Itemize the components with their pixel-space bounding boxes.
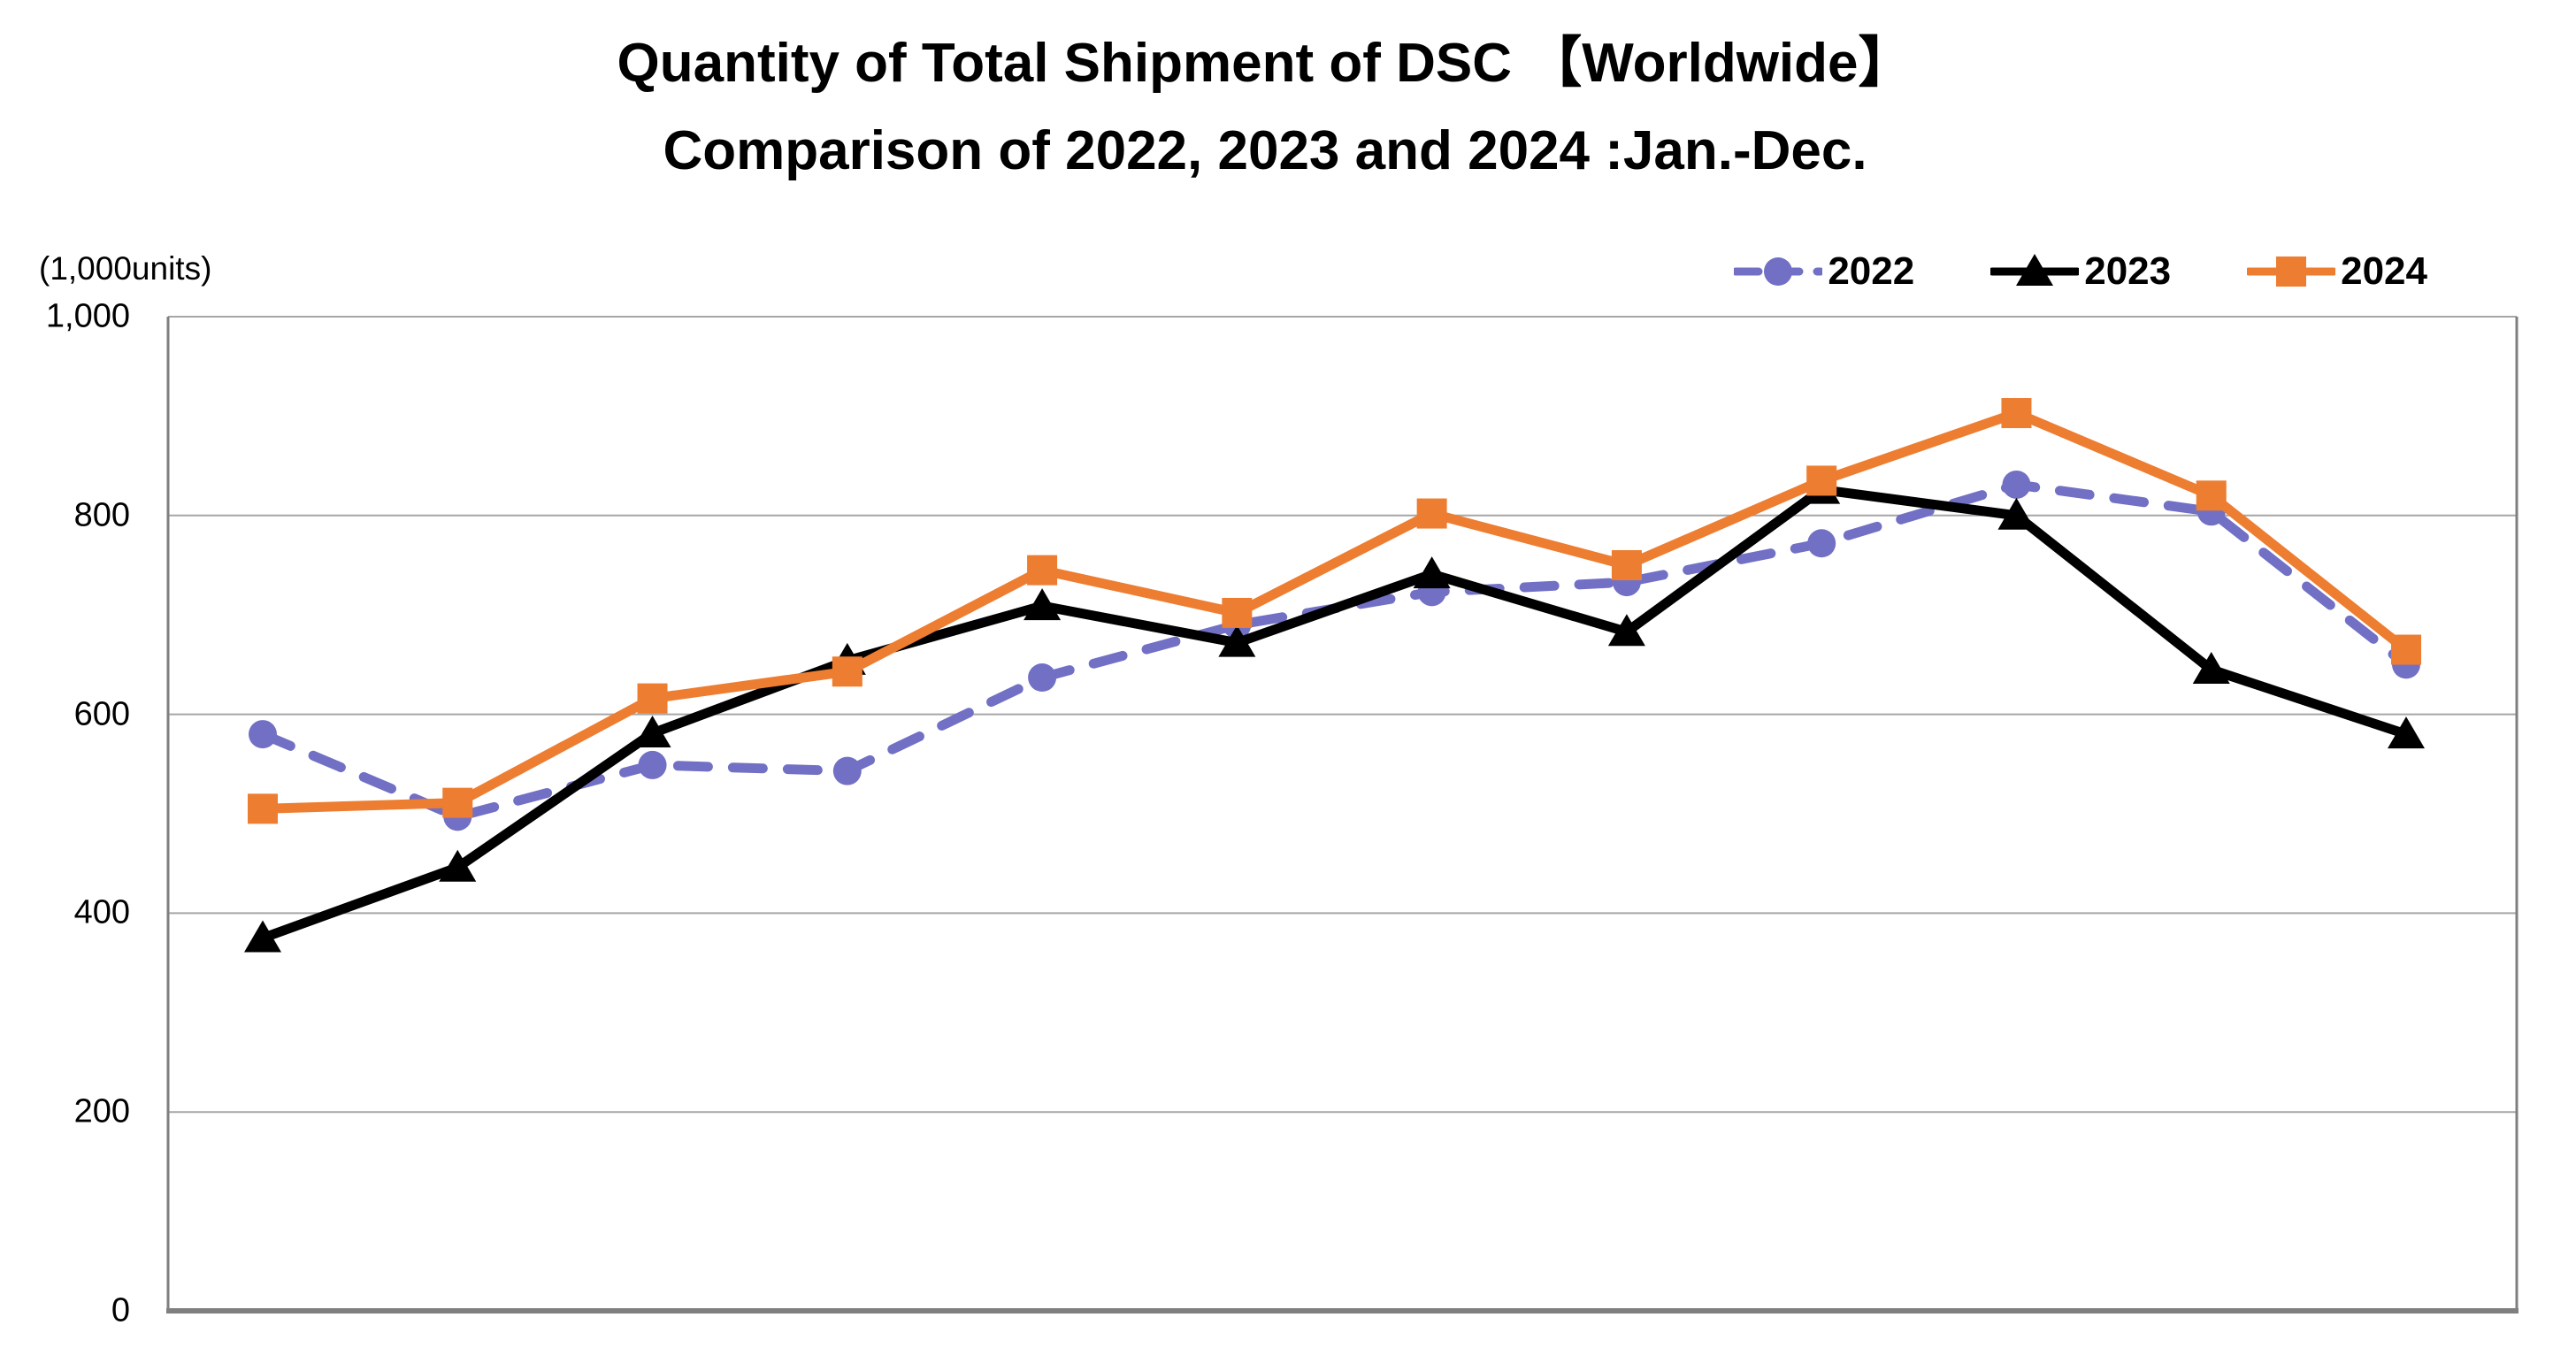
marker-2024-Sep <box>1806 465 1837 496</box>
series-2024 <box>248 398 2421 824</box>
marker-2022-Apr <box>832 756 862 785</box>
series-2022 <box>249 470 2420 831</box>
marker-2024-Mar <box>637 683 668 714</box>
legend-item-2023: 2023 <box>1990 249 2171 294</box>
marker-2022-Sep <box>1807 529 1836 558</box>
marker-2024-Apr <box>832 656 862 687</box>
series-line-2023 <box>257 485 2411 943</box>
legend-item-2024: 2024 <box>2247 249 2427 294</box>
marker-2024-Jun <box>1222 597 1253 628</box>
legend-marker-2023-triangle-icon <box>1990 254 2080 286</box>
legend-marker-2022-circle-icon <box>1734 257 1823 286</box>
y-tick-label-1000: 1,000 <box>45 297 130 335</box>
marker-2023-Oct <box>1997 497 2036 530</box>
legend: 2022 2023 2024 <box>1734 249 2427 294</box>
marker-2022-Jan <box>249 720 277 749</box>
marker-2023-Aug <box>1607 614 1645 647</box>
marker-2024-Jul <box>1416 498 1447 529</box>
series-line-2024 <box>257 408 2411 814</box>
marker-2024-May <box>1027 555 1058 586</box>
chart-title: Quantity of Total Shipment of DSC 【World… <box>0 19 2530 195</box>
marker-2024-Feb <box>442 787 473 818</box>
legend-label-2022: 2022 <box>1828 249 1915 293</box>
marker-2024-Aug <box>1611 550 1642 580</box>
legend-marker-shape-2023 <box>2016 254 2054 286</box>
marker-2022-May <box>1028 663 1057 693</box>
marker-2023-Nov <box>2192 652 2230 685</box>
legend-label-2024: 2024 <box>2341 249 2427 293</box>
y-axis-units-label: (1,000units) <box>39 250 212 287</box>
marker-2023-Jul <box>1413 556 1451 589</box>
legend-item-2022: 2022 <box>1734 249 1914 294</box>
marker-2024-Oct <box>2001 398 2032 429</box>
y-tick-label-200: 200 <box>73 1092 130 1130</box>
legend-marker-2024-square-icon <box>2247 257 2336 287</box>
marker-2024-Nov <box>2196 480 2227 511</box>
series-line-2022 <box>257 479 2411 822</box>
series-2023 <box>244 471 2425 953</box>
y-tick-label-600: 600 <box>73 695 130 733</box>
legend-marker-shape-2022 <box>1764 257 1793 286</box>
marker-2022-Oct <box>2002 470 2031 499</box>
y-tick-label-0: 0 <box>111 1291 130 1329</box>
marker-2023-Jan <box>244 920 281 953</box>
legend-marker-shape-2024 <box>2276 257 2307 287</box>
marker-2023-Mar <box>633 715 671 747</box>
marker-2023-Feb <box>439 849 477 882</box>
marker-2024-Dec <box>2391 634 2421 665</box>
y-tick-label-800: 800 <box>73 496 130 534</box>
marker-2024-Jan <box>248 793 278 824</box>
marker-2023-May <box>1024 588 1062 621</box>
marker-2023-Jun <box>1218 624 1256 657</box>
legend-label-2023: 2023 <box>2084 249 2172 293</box>
marker-2022-Mar <box>638 750 667 779</box>
marker-2023-Dec <box>2388 716 2425 749</box>
y-tick-label-400: 400 <box>73 893 130 931</box>
chart-title-line2: Comparison of 2022, 2023 and 2024 :Jan.-… <box>663 120 1867 181</box>
chart-title-line1: Quantity of Total Shipment of DSC 【World… <box>617 33 1913 94</box>
